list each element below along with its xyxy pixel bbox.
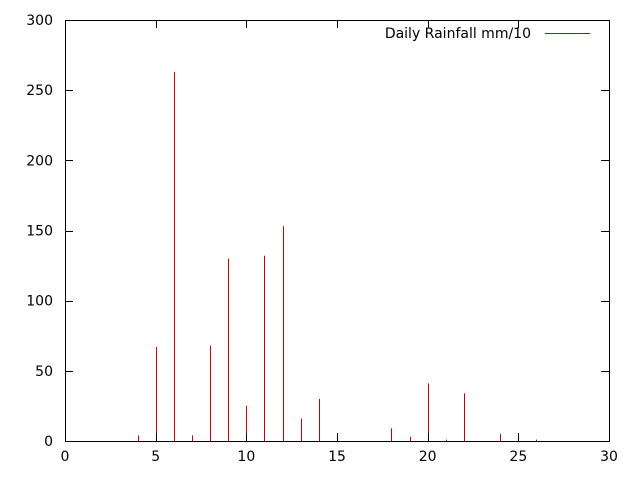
y-tick-label: 100 [26,294,53,310]
x-tick-label: 5 [151,449,160,465]
x-tick-label: 20 [419,449,437,465]
x-tick-label: 30 [600,449,618,465]
y-tick-label: 50 [35,364,53,380]
y-tick-label: 300 [26,13,53,29]
x-tick-label: 10 [237,449,255,465]
plot-frame [65,20,610,442]
legend: Daily Rainfall mm/10 [385,26,590,42]
impulse-series [138,71,537,441]
x-tick-label: 25 [509,449,527,465]
x-tick-label: 0 [61,449,70,465]
y-tick-label: 200 [26,153,53,169]
y-tick-label: 0 [44,434,53,450]
y-tick-label: 250 [26,83,53,99]
x-tick-label: 15 [328,449,346,465]
y-tick-label: 150 [26,224,53,240]
legend-label: Daily Rainfall mm/10 [385,26,531,42]
